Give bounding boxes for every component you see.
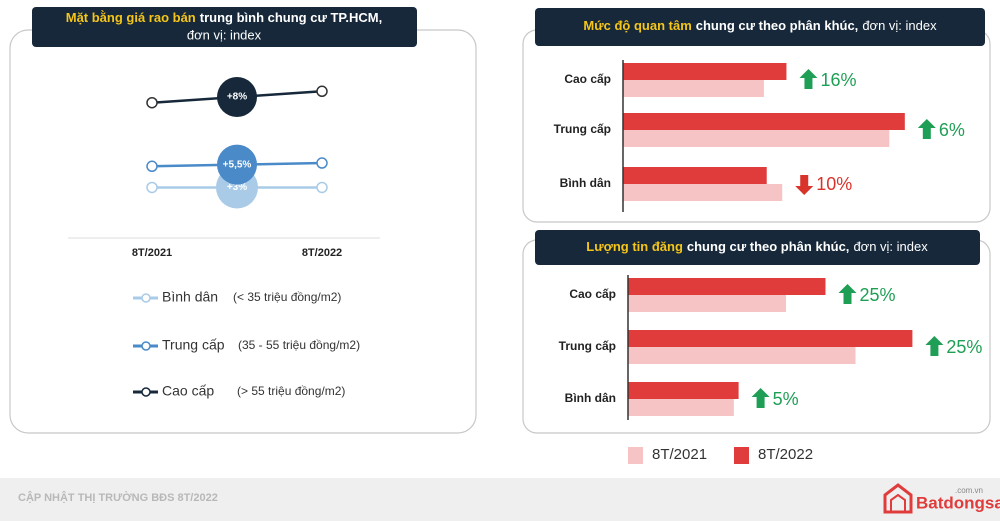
logo: Batdongsan .com.vn: [883, 483, 1000, 514]
change-label: +8%: [227, 92, 247, 103]
bar: [623, 130, 890, 147]
arrow-up: [838, 284, 857, 304]
logo-name: Batdongsan: [916, 493, 1000, 512]
bar: [623, 113, 905, 130]
change-badge: [217, 77, 257, 118]
bar: [628, 278, 826, 295]
arrow-up: [751, 388, 770, 408]
title-box: [535, 230, 980, 265]
bar: [628, 399, 734, 416]
title-box: [535, 8, 985, 46]
bar: [628, 382, 739, 399]
title-text: trung bình chung cư TP.HCM,: [200, 10, 383, 25]
title-text: chung cư theo phân khúc,: [696, 18, 859, 33]
title-unit: đơn vị: index: [853, 239, 928, 254]
y-tick-label: Trung cấp: [554, 122, 611, 136]
change-label: +3%: [227, 182, 247, 193]
bar: [628, 295, 786, 312]
change-label: +5,5%: [223, 159, 252, 170]
legend-label: Cao cấp: [162, 383, 214, 399]
bar: [628, 330, 913, 347]
bar: [623, 184, 783, 201]
bar: [623, 63, 787, 80]
footer-text: CẬP NHẬT THỊ TRƯỜNG BĐS 8T/2022: [18, 491, 218, 504]
point: [146, 181, 158, 194]
arrow-up: [925, 336, 944, 356]
point: [146, 96, 158, 109]
title-text: chung cư theo phân khúc,: [687, 239, 850, 254]
chart-subtitle: đơn vị: index: [187, 27, 262, 42]
bar: [628, 347, 856, 364]
title-highlight: Mức độ quan tâm: [583, 18, 691, 33]
point: [316, 157, 328, 169]
change-label: 25%: [946, 337, 982, 357]
legend-label: 8T/2021: [652, 446, 707, 463]
legend-marker: [141, 341, 151, 351]
legend-note: (< 35 triệu đồng/m2): [233, 290, 341, 304]
title-highlight: Lượng tin đăng: [586, 239, 683, 254]
y-tick-label: Bình dân: [565, 391, 616, 405]
arrow-up: [917, 119, 936, 139]
change-label: 5%: [773, 389, 799, 409]
legend-label: 8T/2022: [758, 446, 813, 463]
arrow-down: [795, 175, 814, 195]
bar: [623, 167, 767, 184]
bar: [623, 80, 764, 97]
legend-label: Bình dân: [162, 289, 218, 305]
change-label: 25%: [860, 285, 896, 305]
point: [146, 160, 158, 173]
legend-swatch: [628, 447, 643, 464]
change-label: 6%: [939, 120, 965, 140]
change-badge: [217, 144, 257, 185]
change-label: 16%: [820, 70, 856, 90]
x-tick-label: 8T/2022: [302, 247, 342, 259]
chart-title: Mức độ quan tâm chung cư theo phân khúc, đ…: [583, 18, 937, 33]
footer-band: [0, 478, 1000, 521]
logo-domain: .com.vn: [955, 486, 983, 495]
chart-title: Mặt bằng giá rao bán trung bình chung cư …: [66, 10, 383, 25]
y-tick-label: Trung cấp: [559, 339, 616, 353]
point: [316, 181, 328, 194]
legend-label: Trung cấp: [162, 337, 225, 353]
chart-title: Lượng tin đăng chung cư theo phân khúc, đơ…: [586, 239, 928, 254]
change-label: 10%: [816, 174, 852, 194]
legend-marker: [141, 293, 151, 303]
title-box: [32, 7, 417, 47]
arrow-up: [799, 69, 818, 89]
point: [316, 85, 328, 98]
legend-note: (35 - 55 triệu đồng/m2): [238, 338, 360, 352]
legend-marker: [141, 387, 151, 397]
y-tick-label: Bình dân: [560, 176, 611, 190]
legend-note: (> 55 triệu đồng/m2): [237, 384, 345, 398]
y-tick-label: Cao cấp: [564, 72, 611, 86]
x-tick-label: 8T/2021: [132, 247, 172, 259]
title-unit: đơn vị: index: [862, 18, 937, 33]
title-highlight: Mặt bằng giá rao bán: [66, 10, 196, 25]
legend-swatch: [734, 447, 749, 464]
y-tick-label: Cao cấp: [569, 287, 616, 301]
